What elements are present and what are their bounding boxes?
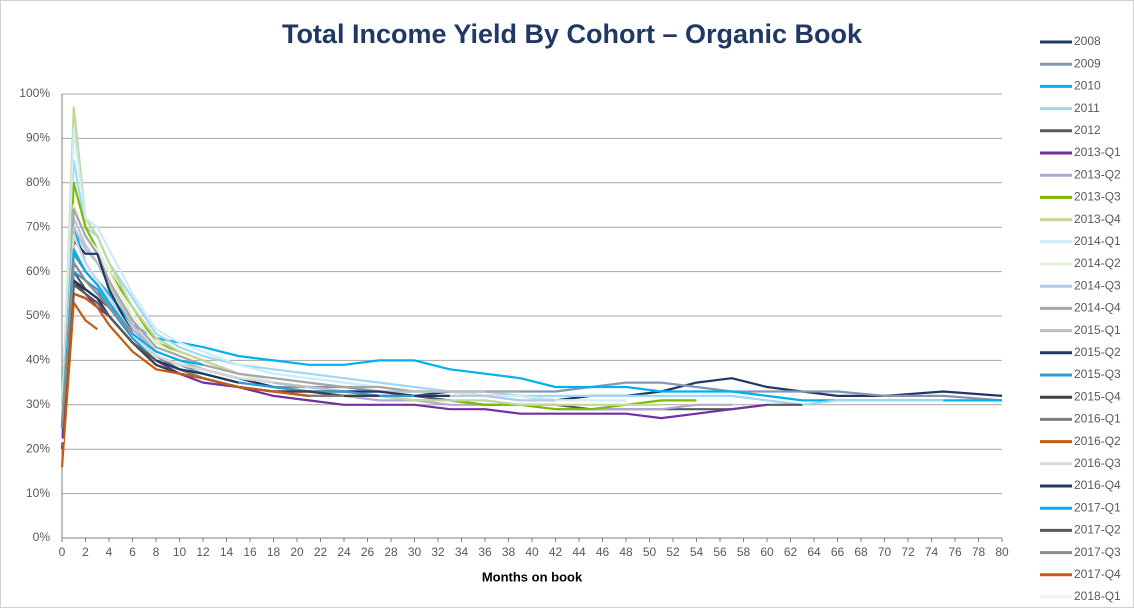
x-tick-label: 74 <box>925 545 939 559</box>
x-tick-label: 8 <box>153 545 160 559</box>
x-tick-label: 22 <box>314 545 328 559</box>
legend-label: 2014-Q1 <box>1074 234 1121 248</box>
y-tick-label: 100% <box>19 86 50 100</box>
x-tick-label: 12 <box>196 545 210 559</box>
legend-label: 2015-Q1 <box>1074 323 1121 337</box>
x-tick-label: 64 <box>807 545 821 559</box>
x-tick-label: 44 <box>572 545 586 559</box>
legend-label: 2016-Q1 <box>1074 412 1121 426</box>
series-line <box>60 128 626 428</box>
legend-label: 2014-Q2 <box>1074 256 1121 270</box>
x-tick-label: 66 <box>831 545 845 559</box>
legend-label: 2010 <box>1074 79 1101 93</box>
legend-label: 2013-Q2 <box>1074 167 1121 181</box>
y-tick-label: 50% <box>26 308 50 322</box>
series-line <box>60 301 98 468</box>
legend-label: 2017-Q4 <box>1074 567 1121 581</box>
legend-label: 2013-Q1 <box>1074 145 1121 159</box>
x-tick-label: 30 <box>408 545 422 559</box>
x-tick-label: 48 <box>619 545 633 559</box>
legend-label: 2016-Q3 <box>1074 456 1121 470</box>
legend-label: 2016-Q4 <box>1074 478 1121 492</box>
x-tick-label: 6 <box>129 545 136 559</box>
x-tick-label: 16 <box>243 545 257 559</box>
x-tick-label: 32 <box>431 545 445 559</box>
x-tick-label: 80 <box>995 545 1009 559</box>
legend-label: 2013-Q4 <box>1074 212 1121 226</box>
x-tick-label: 14 <box>220 545 234 559</box>
x-tick-label: 54 <box>690 545 704 559</box>
legend-label: 2016-Q2 <box>1074 434 1121 448</box>
x-tick-label: 76 <box>948 545 962 559</box>
legend-label: 2015-Q3 <box>1074 367 1121 381</box>
x-tick-label: 68 <box>854 545 868 559</box>
legend-label: 2015-Q2 <box>1074 345 1121 359</box>
x-tick-label: 70 <box>878 545 892 559</box>
series-point <box>60 438 64 443</box>
legend-label: 2014-Q3 <box>1074 278 1121 292</box>
y-tick-label: 30% <box>26 397 50 411</box>
legend-label: 2008 <box>1074 34 1101 48</box>
x-tick-label: 2 <box>82 545 89 559</box>
series-line <box>60 159 944 406</box>
x-tick-label: 36 <box>478 545 492 559</box>
y-tick-label: 0% <box>33 530 51 544</box>
y-tick-label: 80% <box>26 175 50 189</box>
x-axis-label: Months on book <box>482 569 583 584</box>
legend-label: 2017-Q1 <box>1074 500 1121 514</box>
x-tick-label: 38 <box>502 545 516 559</box>
series-line <box>60 292 309 428</box>
legend-label: 2013-Q3 <box>1074 190 1121 204</box>
y-tick-label: 70% <box>26 219 50 233</box>
x-tick-label: 10 <box>173 545 187 559</box>
x-tick-label: 50 <box>643 545 657 559</box>
x-tick-label: 62 <box>784 545 798 559</box>
legend-label: 2009 <box>1074 56 1101 70</box>
y-tick-label: 20% <box>26 441 50 455</box>
legend-label: 2014-Q4 <box>1074 301 1121 315</box>
x-tick-label: 60 <box>760 545 774 559</box>
legend-label: 2017-Q3 <box>1074 545 1121 559</box>
series-line <box>60 261 134 428</box>
x-tick-label: 0 <box>59 545 66 559</box>
x-tick-label: 18 <box>267 545 281 559</box>
y-tick-label: 90% <box>26 131 50 145</box>
chart-title: Total Income Yield By Cohort – Organic B… <box>282 19 863 49</box>
x-tick-label: 24 <box>337 545 351 559</box>
y-tick-label: 60% <box>26 264 50 278</box>
legend-label: 2011 <box>1074 101 1100 115</box>
legend-label: 2018-Q1 <box>1074 589 1121 603</box>
y-tick-label: 10% <box>26 486 50 500</box>
x-tick-label: 78 <box>972 545 986 559</box>
x-tick-label: 20 <box>290 545 304 559</box>
x-tick-label: 46 <box>596 545 610 559</box>
legend-label: 2015-Q4 <box>1074 389 1121 403</box>
x-tick-label: 58 <box>737 545 751 559</box>
series-line <box>60 248 204 428</box>
x-tick-label: 52 <box>666 545 680 559</box>
x-tick-label: 28 <box>384 545 398 559</box>
y-tick-label: 40% <box>26 353 50 367</box>
series-line <box>60 283 157 428</box>
legend-label: 2017-Q2 <box>1074 523 1121 537</box>
x-tick-label: 4 <box>106 545 113 559</box>
x-tick-label: 40 <box>525 545 539 559</box>
legend-label: 2012 <box>1074 123 1101 137</box>
x-tick-label: 34 <box>455 545 469 559</box>
x-tick-label: 56 <box>713 545 727 559</box>
x-tick-label: 72 <box>901 545 915 559</box>
x-tick-label: 42 <box>549 545 563 559</box>
x-tick-label: 26 <box>361 545 375 559</box>
